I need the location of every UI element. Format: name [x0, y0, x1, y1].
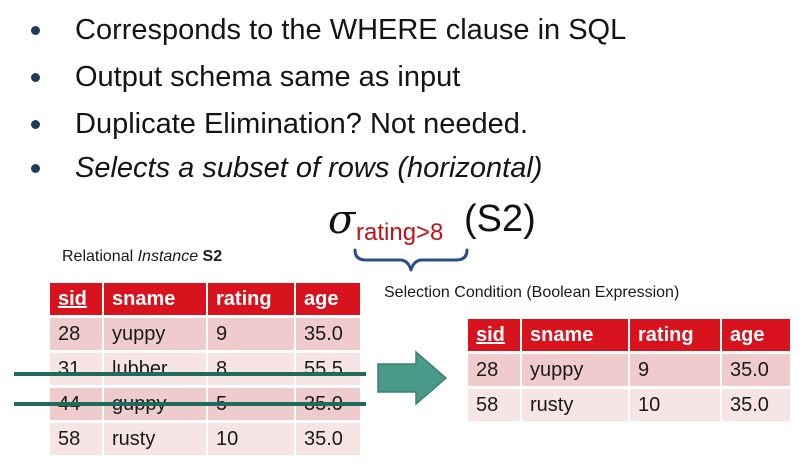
table-header-row: sid sname rating age: [50, 283, 360, 315]
column-header-sname: sname: [104, 283, 206, 315]
bullet-item: Duplicate Elimination? Not needed.: [0, 106, 780, 146]
bullet-text: Selects a subset of rows (horizontal): [75, 152, 543, 184]
cell-sid: 58: [468, 389, 520, 421]
cell-age: 35.0: [296, 423, 360, 455]
selection-formula: σ rating>8 (S2): [328, 196, 558, 266]
cell-rating: 10: [630, 389, 720, 421]
column-header-sname: sname: [522, 319, 628, 351]
cell-sname: rusty: [104, 423, 206, 455]
selection-condition: rating>8: [356, 219, 444, 246]
column-header-age: age: [722, 319, 790, 351]
cell-sid: 28: [50, 318, 102, 350]
cell-age: 35.0: [296, 318, 360, 350]
column-header-sid: sid: [468, 319, 520, 351]
bullet-dot-icon: [31, 164, 40, 173]
cell-rating: 8: [208, 353, 294, 385]
right-arrow-icon: [377, 350, 448, 406]
cell-sid: 58: [50, 423, 102, 455]
bullet-dot-icon: [31, 120, 40, 129]
cell-age: 35.0: [722, 354, 790, 386]
cell-sid: 28: [468, 354, 520, 386]
cell-rating: 10: [208, 423, 294, 455]
cell-age: 55.5: [296, 353, 360, 385]
table-row: 28 yuppy 9 35.0: [50, 318, 360, 350]
bullet-item: Output schema same as input: [0, 59, 780, 99]
input-relation-table: sid sname rating age 28 yuppy 9 35.0 31 …: [48, 280, 362, 458]
relation-argument: (S2): [464, 198, 536, 240]
cell-sname: yuppy: [104, 318, 206, 350]
strike-through-line: [14, 402, 366, 406]
table-row: 58 rusty 10 35.0: [468, 389, 790, 421]
bullet-text: Output schema same as input: [75, 61, 461, 93]
cell-age: 35.0: [722, 389, 790, 421]
instance-caption-italic: Instance: [137, 248, 199, 265]
strike-through-line: [14, 372, 366, 376]
table-header-row: sid sname rating age: [468, 319, 790, 351]
sigma-operator: σ: [328, 197, 356, 243]
bullet-item: Corresponds to the WHERE clause in SQL: [0, 12, 780, 52]
cell-sname: lubber: [104, 353, 206, 385]
cell-rating: 9: [630, 354, 720, 386]
column-header-rating: rating: [630, 319, 720, 351]
instance-caption-prefix: Relational: [62, 248, 138, 265]
column-header-sid: sid: [50, 283, 102, 315]
bullet-dot-icon: [31, 26, 40, 35]
table-row: 58 rusty 10 35.0: [50, 423, 360, 455]
table-row: 28 yuppy 9 35.0: [468, 354, 790, 386]
bullet-text: Duplicate Elimination? Not needed.: [75, 108, 528, 140]
cell-sname: yuppy: [522, 354, 628, 386]
column-header-age: age: [296, 283, 360, 315]
instance-caption: Relational Instance S2: [62, 246, 222, 268]
table-row-struck: 31 lubber 8 55.5: [50, 353, 360, 385]
instance-name: S2: [202, 248, 223, 265]
bullet-dot-icon: [31, 73, 40, 82]
selection-condition-caption: Selection Condition (Boolean Expression): [384, 284, 680, 301]
bullet-text: Corresponds to the WHERE clause in SQL: [75, 14, 627, 46]
bullet-item: Selects a subset of rows (horizontal): [0, 150, 780, 190]
column-header-rating: rating: [208, 283, 294, 315]
result-relation-table: sid sname rating age 28 yuppy 9 35.0 58 …: [466, 316, 792, 424]
cell-sid: 31: [50, 353, 102, 385]
cell-rating: 9: [208, 318, 294, 350]
cell-sname: rusty: [522, 389, 628, 421]
curly-brace-icon: [353, 248, 469, 272]
